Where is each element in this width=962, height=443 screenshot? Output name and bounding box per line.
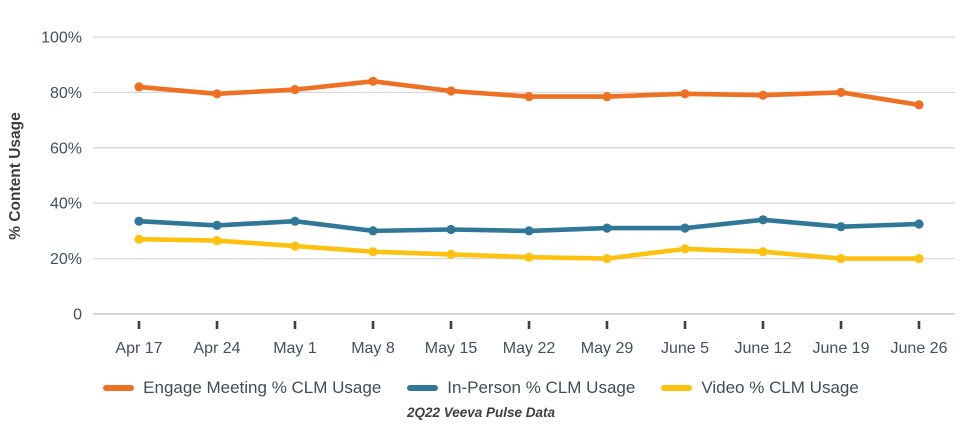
x-tick-label: Apr 17: [115, 340, 162, 357]
x-tick-label: June 12: [735, 340, 792, 357]
data-point-video-clm-usage: [212, 236, 222, 246]
x-tick-label: June 5: [661, 340, 709, 357]
legend-item-in-person: In-Person % CLM Usage: [407, 378, 635, 398]
line-chart: 100% 80% 60% 40% 20% 0 Apr 17 Apr 24 May 1 May 8 M…: [7, 30, 955, 357]
chart-legend: Engage Meeting % CLM Usage In-Person % C…: [0, 378, 962, 398]
y-tick-label: 0: [73, 307, 82, 324]
data-point-in-person-clm-usage: [836, 222, 846, 232]
data-point-engage-meeting-clm-usage: [134, 82, 144, 92]
data-point-video-clm-usage: [134, 234, 144, 244]
data-point-video-clm-usage: [914, 254, 924, 264]
video-legend-swatch: [661, 385, 693, 391]
data-point-engage-meeting-clm-usage: [602, 92, 612, 102]
legend-item-video: Video % CLM Usage: [661, 378, 859, 398]
data-point-engage-meeting-clm-usage: [290, 85, 300, 95]
y-tick-label: 80%: [50, 85, 82, 102]
data-point-in-person-clm-usage: [914, 219, 924, 229]
data-point-video-clm-usage: [602, 254, 612, 264]
data-point-in-person-clm-usage: [524, 226, 534, 236]
engage-meeting-legend-swatch: [103, 385, 135, 391]
data-point-video-clm-usage: [446, 249, 456, 259]
data-point-in-person-clm-usage: [758, 215, 768, 225]
in-person-legend-swatch: [407, 385, 439, 391]
x-tick-label: May 22: [503, 340, 556, 357]
data-point-engage-meeting-clm-usage: [524, 92, 534, 102]
data-point-video-clm-usage: [290, 241, 300, 251]
data-point-video-clm-usage: [368, 247, 378, 257]
x-tick-label: May 8: [351, 340, 395, 357]
x-tick-label: May 15: [425, 340, 478, 357]
data-point-engage-meeting-clm-usage: [680, 89, 690, 99]
data-point-engage-meeting-clm-usage: [368, 76, 378, 86]
data-point-in-person-clm-usage: [602, 223, 612, 233]
chart-caption: 2Q22 Veeva Pulse Data: [406, 405, 556, 420]
data-point-engage-meeting-clm-usage: [212, 89, 222, 99]
data-point-video-clm-usage: [758, 247, 768, 257]
y-tick-label: 40%: [50, 196, 82, 213]
data-point-in-person-clm-usage: [368, 226, 378, 236]
legend-label: Engage Meeting % CLM Usage: [143, 378, 382, 397]
data-point-engage-meeting-clm-usage: [914, 100, 924, 110]
y-tick-label: 20%: [50, 251, 82, 268]
data-point-engage-meeting-clm-usage: [446, 86, 456, 96]
y-tick-label: 100%: [41, 30, 82, 47]
legend-label: Video % CLM Usage: [701, 378, 859, 397]
data-point-engage-meeting-clm-usage: [758, 90, 768, 100]
data-point-in-person-clm-usage: [680, 223, 690, 233]
data-point-in-person-clm-usage: [446, 224, 456, 235]
x-tick-label: June 26: [891, 340, 948, 357]
data-point-in-person-clm-usage: [212, 220, 222, 230]
legend-item-engage-meeting: Engage Meeting % CLM Usage: [103, 378, 381, 398]
x-tick-label: June 19: [813, 340, 870, 357]
data-point-video-clm-usage: [836, 254, 846, 264]
data-point-video-clm-usage: [680, 244, 690, 254]
x-tick-label: May 29: [581, 340, 634, 357]
x-tick-label: Apr 24: [193, 340, 240, 357]
y-tick-label: 60%: [50, 140, 82, 157]
data-point-in-person-clm-usage: [134, 216, 144, 226]
y-axis-title: % Content Usage: [7, 112, 24, 240]
data-point-engage-meeting-clm-usage: [836, 87, 846, 97]
legend-label: In-Person % CLM Usage: [447, 378, 636, 397]
x-tick-label: May 1: [273, 340, 317, 357]
data-point-in-person-clm-usage: [290, 216, 300, 226]
data-point-video-clm-usage: [524, 252, 534, 262]
